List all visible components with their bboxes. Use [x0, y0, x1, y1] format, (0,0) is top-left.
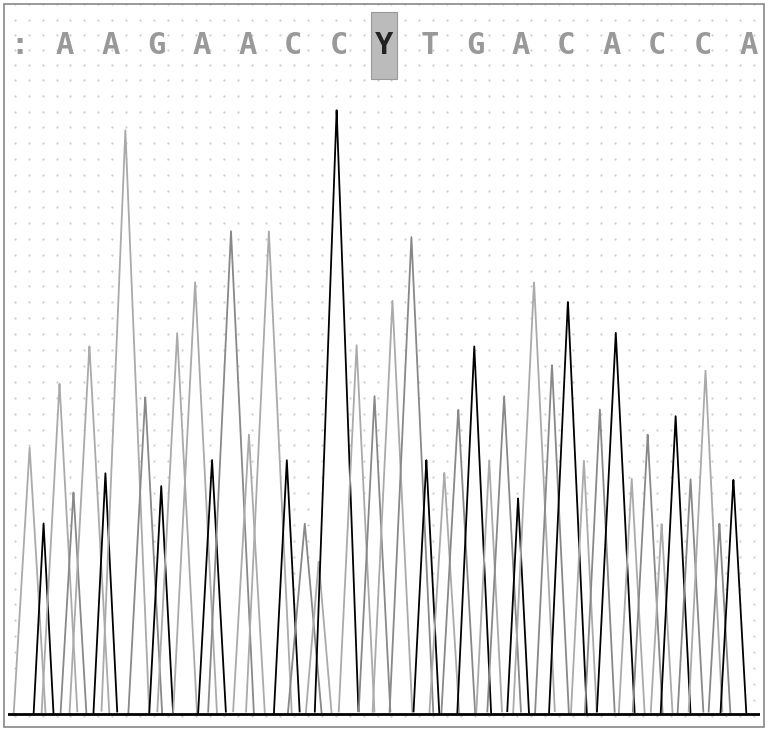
Text: C: C: [283, 31, 302, 60]
Text: A: A: [511, 31, 530, 60]
Text: A: A: [101, 31, 120, 60]
Text: T: T: [420, 31, 439, 60]
Text: C: C: [557, 31, 575, 60]
Text: A: A: [238, 31, 257, 60]
Text: A: A: [739, 31, 757, 60]
Text: A: A: [56, 31, 74, 60]
Text: G: G: [466, 31, 485, 60]
Text: A: A: [603, 31, 621, 60]
Bar: [371, 12, 397, 79]
Text: G: G: [147, 31, 165, 60]
Text: C: C: [329, 31, 348, 60]
Text: :: :: [11, 31, 29, 60]
Text: A: A: [193, 31, 211, 60]
Text: C: C: [648, 31, 667, 60]
Text: Y: Y: [375, 31, 393, 60]
Text: C: C: [694, 31, 712, 60]
